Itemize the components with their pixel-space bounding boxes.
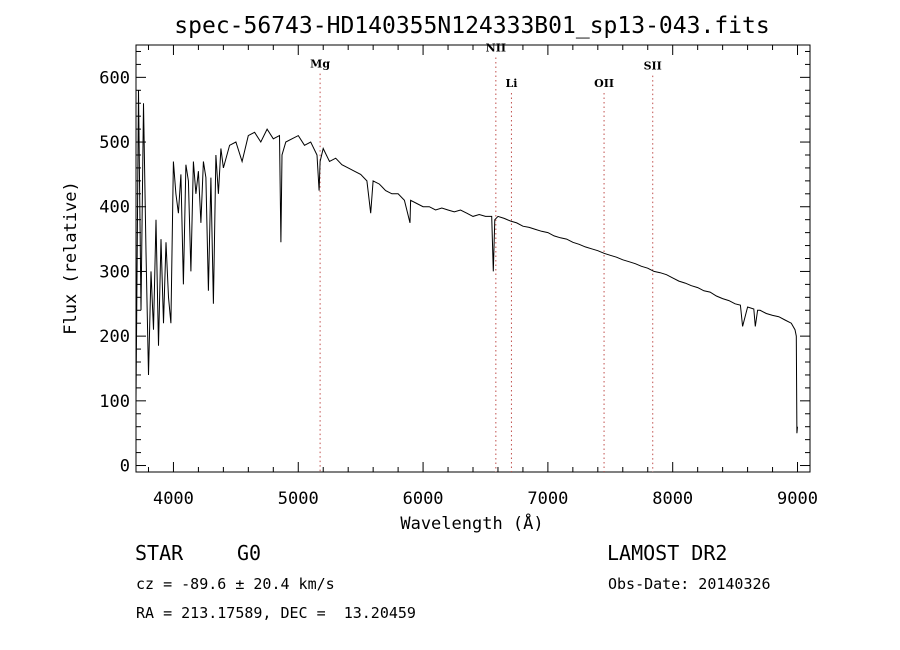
spectral-line-markers: Mg NII Li OII SII xyxy=(310,41,662,472)
y-tick-label: 300 xyxy=(99,262,130,282)
x-tick-label: 5000 xyxy=(278,489,319,509)
spectral-line-label: Mg xyxy=(310,58,330,71)
x-tick-label: 9000 xyxy=(777,489,818,509)
spectral-line-label: NII xyxy=(486,41,506,54)
object-subclass: G0 xyxy=(237,541,262,565)
x-tick-label: 7000 xyxy=(527,489,568,509)
y-tick-label: 200 xyxy=(99,327,130,347)
x-axis-label: Wavelength (Å) xyxy=(400,512,543,534)
axis-ticks: 4000 5000 6000 7000 8000 9000 0 100 200 300 400 500… xyxy=(99,45,818,509)
x-tick-label: 6000 xyxy=(403,489,444,509)
survey-name: LAMOST DR2 xyxy=(607,541,728,565)
observation-date: Obs-Date: 20140326 xyxy=(608,575,771,593)
y-tick-label: 100 xyxy=(99,392,130,412)
spectral-line-label: SII xyxy=(644,60,662,73)
y-tick-label: 0 xyxy=(120,457,130,477)
spectral-line-label: Li xyxy=(505,77,517,90)
spectrum-series-line xyxy=(135,90,798,434)
y-tick-label: 500 xyxy=(99,133,130,153)
y-axis-label: Flux (relative) xyxy=(61,181,81,335)
object-class: STAR xyxy=(135,541,184,565)
ra-dec-coordinates: RA = 213.17589, DEC = 13.20459 xyxy=(136,604,416,622)
x-tick-label: 8000 xyxy=(652,489,693,509)
x-tick-label: 4000 xyxy=(153,489,194,509)
spectral-line-label: OII xyxy=(594,77,614,90)
y-tick-label: 400 xyxy=(99,198,130,218)
y-tick-label: 600 xyxy=(99,68,130,88)
plot-frame xyxy=(135,44,811,473)
cz-value: cz = -89.6 ± 20.4 km/s xyxy=(136,575,335,593)
chart-title: spec-56743-HD140355N124333B01_sp13-043.f… xyxy=(174,13,769,39)
